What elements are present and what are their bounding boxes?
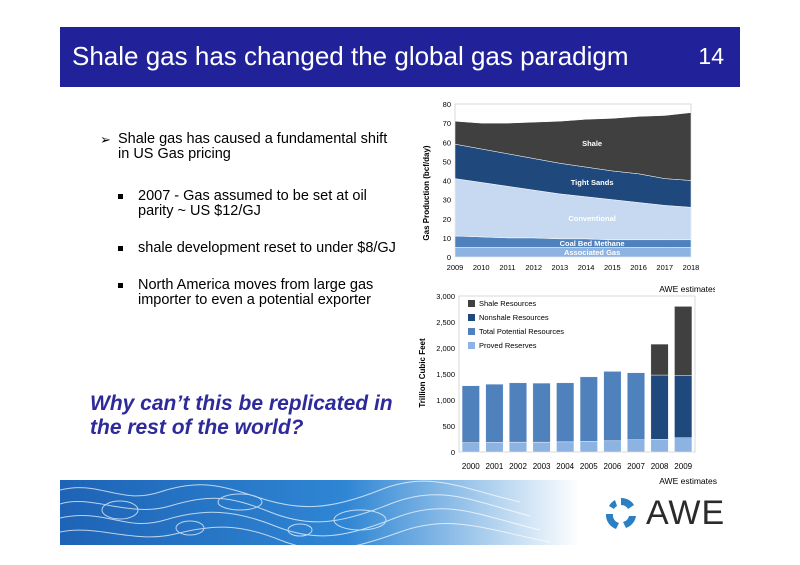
sub-bullet-item: North America moves from large gas impor… xyxy=(100,278,400,308)
y-tick-label: 2,000 xyxy=(436,344,455,353)
bar-segment-proved-reserves xyxy=(579,441,598,453)
legend-label: Total Potential Resources xyxy=(479,327,564,336)
x-tick-label: 2002 xyxy=(509,462,527,471)
x-tick-label: 2010 xyxy=(473,263,490,272)
bar-segment-total-potential-resources xyxy=(556,382,575,443)
area-series-label: Coal Bed Methane xyxy=(560,239,625,248)
y-tick-label: 500 xyxy=(442,422,455,431)
gas-production-area-chart: Gas Production (bcf/day) AWE estimates A… xyxy=(422,100,715,294)
bar-segment-proved-reserves xyxy=(650,439,669,453)
bar-segment-proved-reserves xyxy=(603,440,622,453)
x-tick-label: 2012 xyxy=(525,263,542,272)
gas-resources-bar-chart: Trillion Cubic Feet AWE estimates 0 500 1,… xyxy=(418,292,717,486)
area-series-label: Shale xyxy=(582,139,602,148)
sub-bullet-item: shale development reset to under $8/GJ xyxy=(100,241,400,256)
y-tick-label: 20 xyxy=(443,215,451,224)
y-tick-label: 10 xyxy=(443,234,451,243)
x-tick-label: 2006 xyxy=(604,462,622,471)
legend-label: Shale Resources xyxy=(479,299,536,308)
y-tick-label: 60 xyxy=(443,138,451,147)
legend-swatch xyxy=(468,300,475,307)
awe-logo-mark-icon xyxy=(605,497,636,529)
bar-segment-proved-reserves xyxy=(627,439,645,453)
area-series-shale xyxy=(454,112,692,181)
x-tick-label: 2008 xyxy=(651,462,669,471)
x-tick-label: 2015 xyxy=(604,263,621,272)
bar-segment-total-potential-resources xyxy=(579,376,598,442)
x-tick-label: 2007 xyxy=(627,462,645,471)
square-bullet-icon xyxy=(118,246,123,251)
bullet-text: Shale gas has caused a fundamental shift… xyxy=(118,131,388,162)
bar-segment-total-potential-resources xyxy=(627,372,645,440)
bar-segment-total-potential-resources xyxy=(485,383,504,443)
question-text: Why can’t this be replicated in the rest… xyxy=(90,392,393,439)
square-bullet-icon xyxy=(118,283,123,288)
bar-segment-proved-reserves xyxy=(556,441,575,453)
legend-label: Proved Reserves xyxy=(479,341,537,350)
y-tick-label: 0 xyxy=(447,253,451,262)
y-tick-label: 40 xyxy=(443,177,451,186)
x-tick-label: 2017 xyxy=(656,263,673,272)
bullet-list: ➢ Shale gas has caused a fundamental shi… xyxy=(100,132,400,308)
bar-segment-nonshale-resources xyxy=(674,375,693,438)
y-axis-label: Gas Production (bcf/day) xyxy=(422,145,431,240)
y-tick-label: 2,500 xyxy=(436,318,455,327)
sub-bullet-text: North America moves from large gas impor… xyxy=(138,277,374,308)
logo-text: AWE xyxy=(646,494,726,532)
source-note: AWE estimates xyxy=(659,284,715,294)
slide-title: Shale gas has changed the global gas par… xyxy=(72,41,629,71)
x-tick-label: 2009 xyxy=(447,263,464,272)
bar-segment-shale-resources xyxy=(650,343,669,376)
bar-segment-total-potential-resources xyxy=(532,382,551,443)
page-number: 14 xyxy=(698,43,724,69)
bar-segment-total-potential-resources xyxy=(509,382,527,443)
x-tick-label: 2009 xyxy=(674,462,692,471)
y-tick-label: 1,000 xyxy=(436,396,455,405)
source-note: AWE estimates xyxy=(659,476,717,486)
bar-segment-proved-reserves xyxy=(485,442,504,453)
x-tick-label: 2001 xyxy=(486,462,504,471)
y-axis-label: Trillion Cubic Feet xyxy=(418,338,427,408)
bar-segment-total-potential-resources xyxy=(603,371,622,442)
x-tick-label: 2011 xyxy=(499,263,515,272)
y-tick-label: 80 xyxy=(443,100,451,109)
x-tick-label: 2005 xyxy=(580,462,598,471)
x-tick-label: 2016 xyxy=(630,263,647,272)
x-tick-label: 2000 xyxy=(462,462,480,471)
bar-segment-proved-reserves xyxy=(674,437,693,453)
legend-swatch xyxy=(468,342,475,349)
area-series-label: Associated Gas xyxy=(564,248,620,257)
sub-bullet-text: shale development reset to under $8/GJ xyxy=(138,240,396,256)
x-tick-label: 2018 xyxy=(683,263,700,272)
x-tick-label: 2003 xyxy=(533,462,551,471)
bar-segment-nonshale-resources xyxy=(650,374,669,440)
x-tick-label: 2004 xyxy=(556,462,574,471)
square-bullet-icon xyxy=(118,194,123,199)
y-tick-label: 70 xyxy=(443,119,451,128)
y-tick-label: 30 xyxy=(443,196,451,205)
legend-label: Nonshale Resources xyxy=(479,313,549,322)
awe-logo: AWE xyxy=(600,492,740,536)
y-tick-label: 0 xyxy=(451,448,455,457)
bullet-item: ➢ Shale gas has caused a fundamental shi… xyxy=(100,132,400,162)
bar-segment-proved-reserves xyxy=(509,441,527,453)
y-tick-label: 1,500 xyxy=(436,370,455,379)
area-series-label: Conventional xyxy=(568,214,616,223)
contour-banner-image xyxy=(60,480,580,545)
legend-swatch xyxy=(468,314,475,321)
arrow-bullet-icon: ➢ xyxy=(100,132,111,147)
bar-segment-proved-reserves xyxy=(532,441,551,453)
y-tick-label: 3,000 xyxy=(436,292,455,301)
bar-segment-total-potential-resources xyxy=(461,385,480,443)
bar-segment-proved-reserves xyxy=(461,442,480,453)
bar-segment-shale-resources xyxy=(674,306,693,376)
area-series-label: Tight Sands xyxy=(571,178,614,187)
x-tick-label: 2014 xyxy=(578,263,595,272)
y-tick-label: 50 xyxy=(443,157,451,166)
sub-bullet-text: 2007 - Gas assumed to be set at oil pari… xyxy=(138,188,367,219)
title-bar: Shale gas has changed the global gas par… xyxy=(60,27,740,87)
sub-bullet-item: 2007 - Gas assumed to be set at oil pari… xyxy=(100,189,400,219)
legend-swatch xyxy=(468,328,475,335)
x-tick-label: 2013 xyxy=(552,263,569,272)
